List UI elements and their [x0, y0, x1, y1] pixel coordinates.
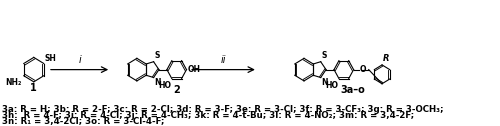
- Text: S: S: [321, 51, 326, 60]
- Text: 1: 1: [30, 83, 37, 93]
- Text: 3h:  R = 4-F; 3i: R = 4-Cl; 3j: R = 4-CH₃; 3k: R = 4-t-Bu; 3l: R = 4-NO₂; 3m: R : 3h: R = 4-F; 3i: R = 4-Cl; 3j: R = 4-CH₃…: [2, 111, 414, 120]
- Text: N: N: [154, 78, 160, 87]
- Text: S: S: [154, 51, 160, 60]
- Text: i: i: [78, 55, 81, 65]
- Text: O: O: [360, 65, 366, 74]
- Text: N: N: [321, 78, 328, 87]
- Text: HO: HO: [325, 81, 338, 90]
- Text: ii: ii: [220, 55, 226, 65]
- Text: OH: OH: [188, 65, 200, 74]
- Text: R: R: [383, 54, 390, 63]
- Text: 2: 2: [174, 85, 180, 95]
- Text: NH₂: NH₂: [6, 78, 22, 87]
- Text: 3n: R₁ = 3,4-2Cl; 3o: R = 3-Cl-4-F;: 3n: R₁ = 3,4-2Cl; 3o: R = 3-Cl-4-F;: [2, 117, 164, 126]
- Text: 3a: R = H; 3b: R = 2-F; 3c: R = 2-Cl; 3d: R = 3-F; 3e: R = 3-Cl; 3f: R = 3-CF₃; : 3a: R = H; 3b: R = 2-F; 3c: R = 2-Cl; 3d…: [2, 105, 444, 114]
- Text: HO: HO: [158, 81, 171, 90]
- Text: SH: SH: [44, 54, 56, 63]
- Text: 3a–o: 3a–o: [340, 85, 365, 95]
